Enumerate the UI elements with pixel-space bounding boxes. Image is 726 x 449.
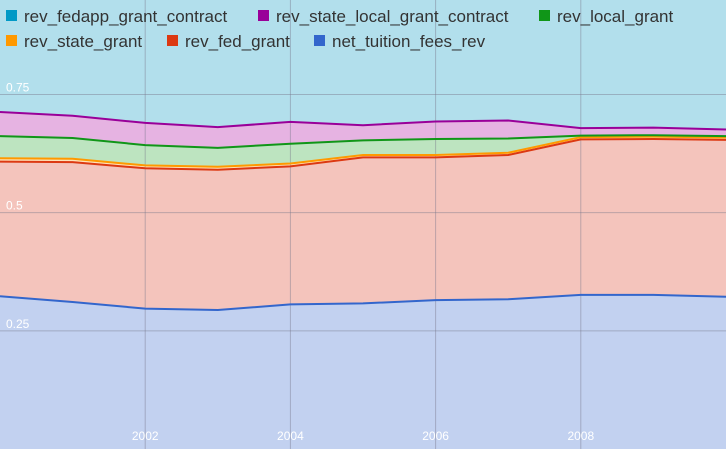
area-rev_fed_grant[interactable]	[0, 139, 726, 310]
legend-swatch	[6, 10, 17, 21]
legend-item-rev_fedapp_grant_contract[interactable]: rev_fedapp_grant_contract	[6, 7, 227, 26]
line-rev_state_grant[interactable]	[0, 135, 726, 168]
line-net_tuition_fees_rev[interactable]	[0, 293, 726, 312]
legend-swatch	[258, 10, 269, 21]
legend-label: rev_fed_grant	[185, 32, 290, 51]
x-tick-label: 2006	[422, 429, 449, 443]
line-rev_fed_grant[interactable]	[0, 137, 726, 171]
legend-item-rev_state_grant[interactable]: rev_state_grant	[6, 32, 142, 51]
y-tick-label: 0.75	[6, 81, 30, 95]
legend-item-rev_state_local_grant_contract[interactable]: rev_state_local_grant_contract	[258, 7, 509, 26]
y-tick-label: 0.25	[6, 317, 30, 331]
legend-item-rev_fed_grant[interactable]: rev_fed_grant	[167, 32, 290, 51]
legend-label: rev_fedapp_grant_contract	[24, 7, 227, 26]
area-rev_state_local_grant_contract[interactable]	[0, 112, 726, 148]
legend-label: rev_local_grant	[557, 7, 674, 26]
legend-label: rev_state_local_grant_contract	[276, 7, 509, 26]
legend-item-rev_local_grant[interactable]: rev_local_grant	[539, 7, 674, 26]
legend-label: rev_state_grant	[24, 32, 142, 51]
legend-swatch	[6, 35, 17, 46]
legend-swatch	[539, 10, 550, 21]
line-rev_local_grant[interactable]	[0, 134, 726, 149]
legend-label: net_tuition_fees_rev	[332, 32, 486, 51]
tick-layer: 0.25 0.5 0.75 2002 2004 2006 2008	[6, 81, 594, 443]
area-net_tuition_fees_rev[interactable]	[0, 294, 726, 449]
area-rev_local_grant[interactable]	[0, 135, 726, 167]
legend-swatch	[167, 35, 178, 46]
legend-item-net_tuition_fees_rev[interactable]: net_tuition_fees_rev	[314, 32, 486, 51]
area-layer	[0, 112, 726, 449]
legend-swatch	[314, 35, 325, 46]
line-rev_state_local_grant_contract[interactable]	[0, 111, 726, 131]
legend[interactable]: rev_fedapp_grant_contract rev_state_local…	[6, 7, 674, 51]
x-tick-label: 2002	[132, 429, 159, 443]
x-tick-label: 2004	[277, 429, 304, 443]
x-tick-label: 2008	[567, 429, 594, 443]
y-tick-label: 0.5	[6, 199, 23, 213]
